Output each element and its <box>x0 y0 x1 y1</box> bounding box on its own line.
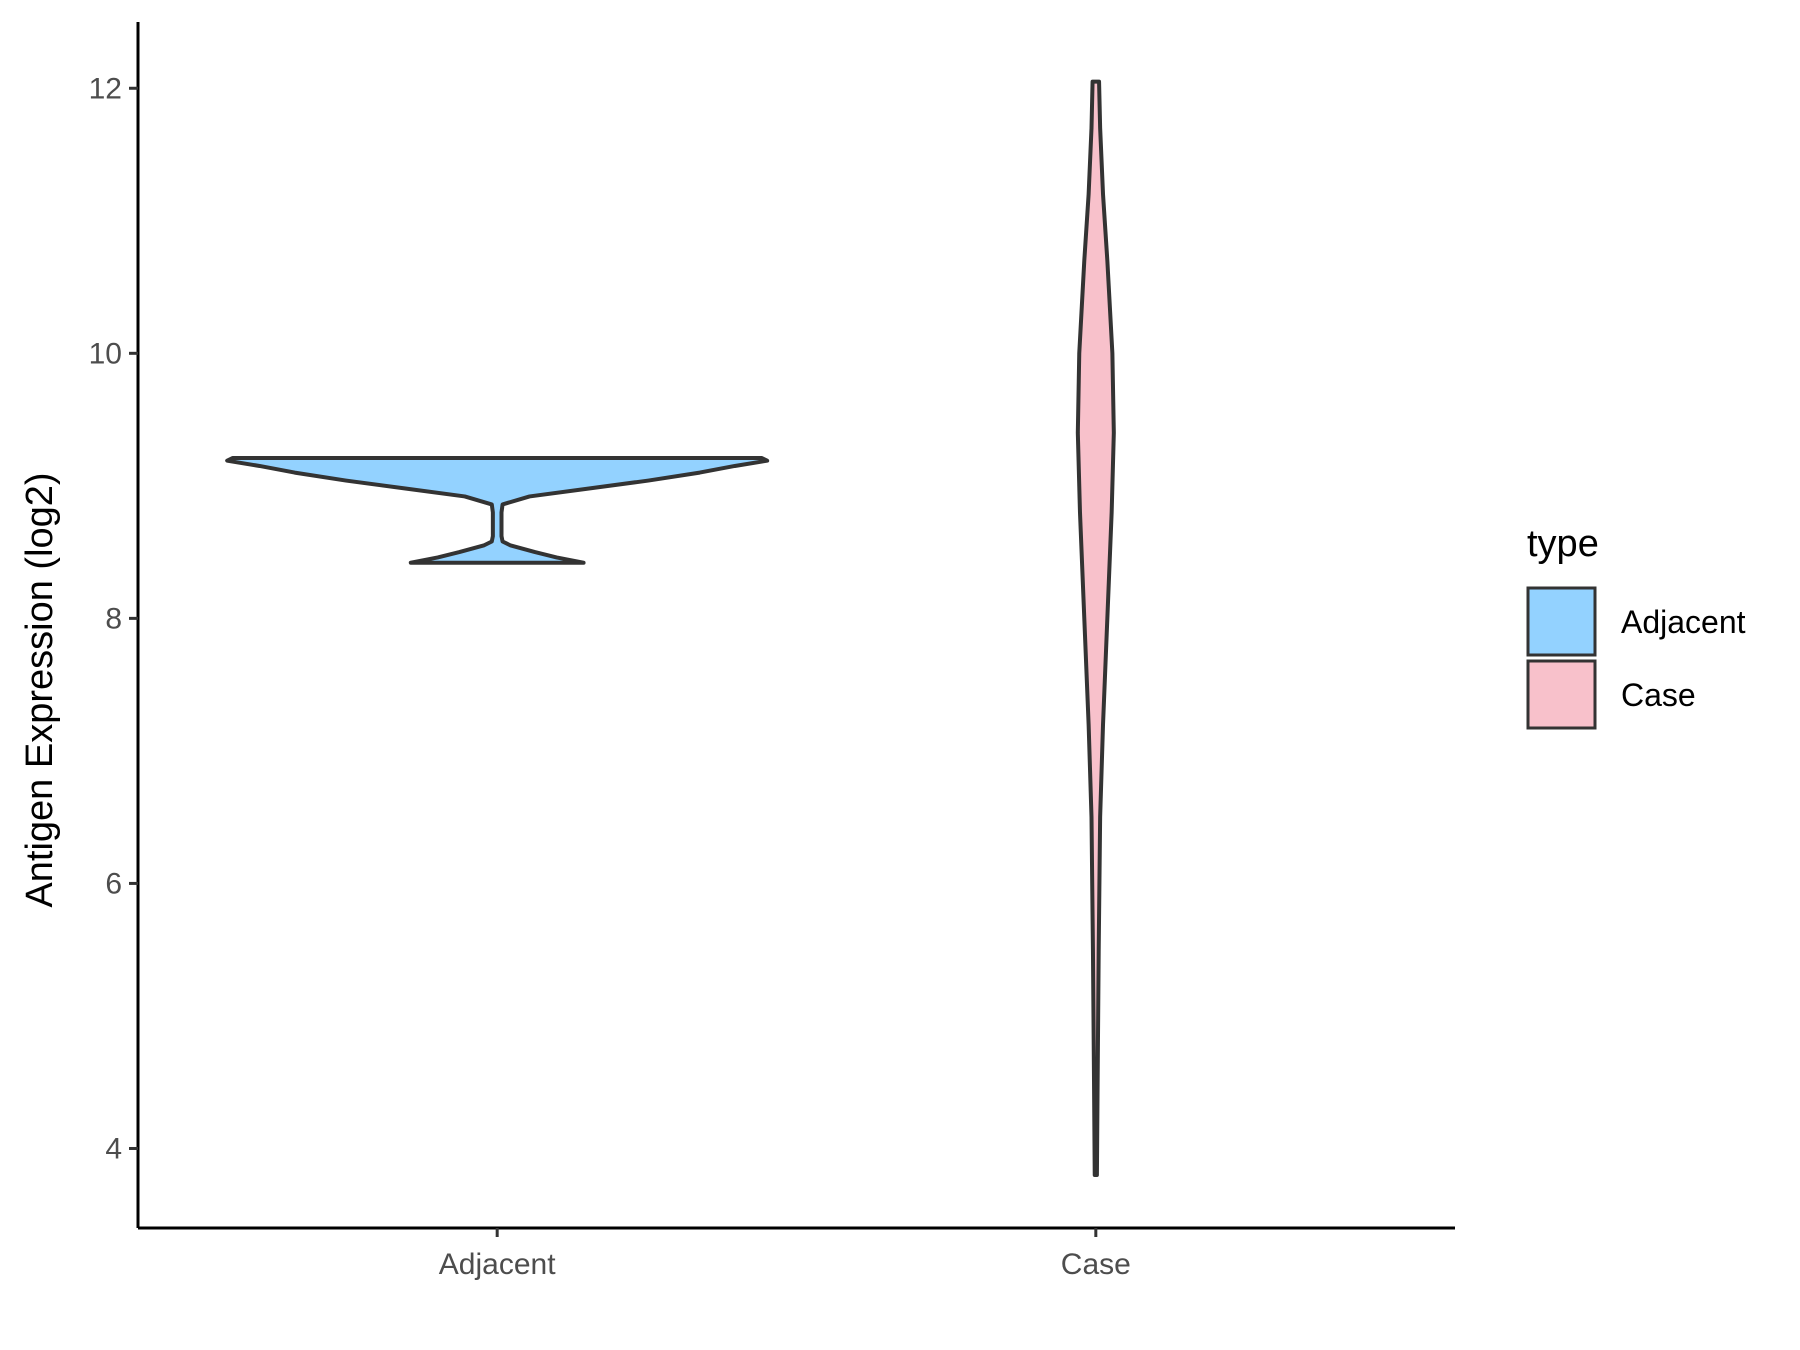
legend-label-adjacent: Adjacent <box>1621 604 1746 640</box>
legend: type Adjacent Case <box>1526 523 1746 730</box>
legend-label-case: Case <box>1621 677 1696 713</box>
y-tick-label-6: 6 <box>105 867 122 900</box>
y-tick-label-8: 8 <box>105 602 122 635</box>
y-tick-label-4: 4 <box>105 1132 122 1165</box>
violin-adjacent <box>225 456 770 565</box>
legend-swatch-case <box>1526 659 1597 730</box>
y-tick-label-10: 10 <box>89 337 122 370</box>
legend-title: type <box>1527 523 1599 565</box>
axes: 4 6 8 10 12 Adjacent Case <box>89 22 1455 1281</box>
y-tick-label-12: 12 <box>89 72 122 105</box>
x-tick-label-adjacent: Adjacent <box>439 1248 556 1281</box>
plot-area <box>225 79 1116 1177</box>
x-tick-label-case: Case <box>1061 1248 1131 1281</box>
legend-swatch-adjacent <box>1526 586 1597 657</box>
y-axis-title: Antigen Expression (log2) <box>19 472 61 907</box>
violin-case <box>1075 79 1116 1177</box>
